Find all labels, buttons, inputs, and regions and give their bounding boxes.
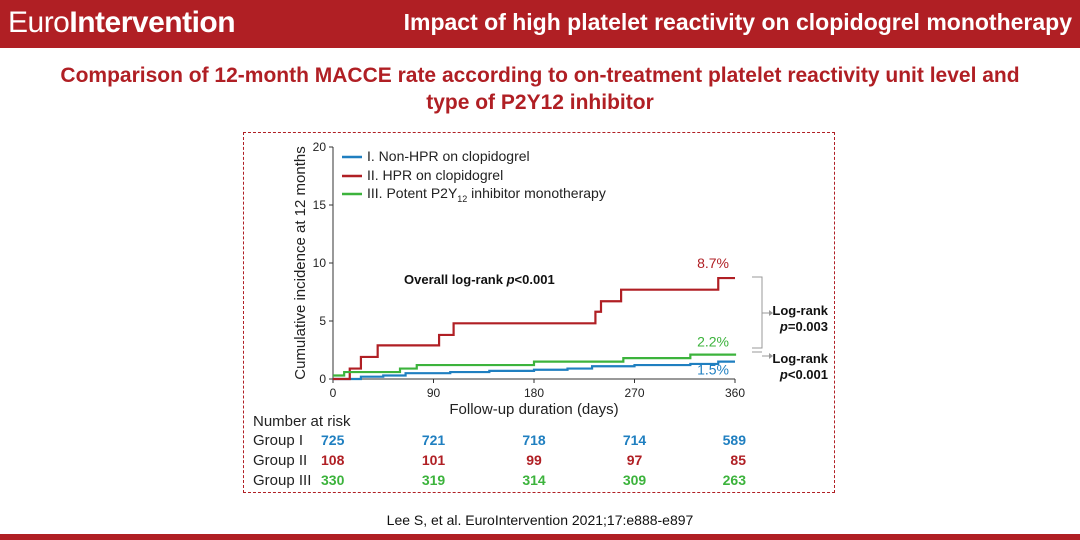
y-axis-label: Cumulative incidence at 12 months (292, 146, 309, 379)
risk-cell: 263 (723, 472, 747, 488)
risk-row-label: Group II (253, 452, 307, 469)
risk-cell: 309 (623, 472, 647, 488)
legend-label-3: III. Potent P2Y12 inhibitor monotherapy (367, 185, 606, 204)
risk-cell: 718 (522, 432, 546, 448)
risk-cell: 101 (422, 452, 446, 468)
x-tick-label: 270 (624, 386, 644, 400)
logrank-2-value: p<0.001 (779, 367, 828, 382)
risk-cell: 330 (321, 472, 345, 488)
x-tick-label: 90 (427, 386, 441, 400)
risk-cell: 108 (321, 452, 345, 468)
risk-cell: 589 (723, 432, 747, 448)
risk-cell: 97 (627, 452, 643, 468)
y-tick-label: 20 (313, 140, 327, 154)
figure-subtitle: Comparison of 12-month MACCE rate accord… (0, 62, 1080, 116)
end-label-3: 2.2% (697, 333, 729, 349)
series-line-1 (333, 360, 735, 381)
arrow-head-1 (769, 310, 773, 316)
brand-logo: EuroIntervention (8, 4, 236, 42)
logrank-1-title: Log-rank (772, 303, 828, 318)
y-tick-label: 15 (313, 198, 327, 212)
logrank-1-value: p=0.003 (779, 319, 828, 334)
risk-cell: 319 (422, 472, 446, 488)
arrow-head-2 (769, 353, 773, 359)
x-tick-label: 180 (524, 386, 544, 400)
y-tick-label: 0 (319, 372, 326, 386)
series-line-2 (333, 276, 735, 381)
brand-part2: Intervention (69, 6, 236, 39)
risk-cell: 721 (422, 432, 446, 448)
brand-part1: Euro (8, 6, 70, 39)
header-bar: EuroIntervention Impact of high platelet… (0, 0, 1080, 48)
x-axis-label: Follow-up duration (days) (449, 401, 618, 418)
chart-axes: 0 90 180 270 360 0 5 10 15 20 Follow-up duration (… (292, 140, 745, 418)
risk-cell: 99 (526, 452, 542, 468)
x-tick-label: 360 (725, 386, 745, 400)
logrank-2-title: Log-rank (772, 351, 828, 366)
figure-frame (243, 132, 835, 493)
end-label-2: 8.7% (697, 255, 729, 271)
legend-label-2: II. HPR on clopidogrel (367, 167, 503, 183)
overall-logrank-label: Overall log-rank p<0.001 (404, 272, 555, 287)
risk-table: Number at risk Group I 725 721 718 714 589 Grou… (253, 413, 746, 489)
risk-cell: 314 (522, 472, 546, 488)
legend-label-1: I. Non-HPR on clopidogrel (367, 148, 530, 164)
risk-row-label: Group I (253, 432, 303, 449)
risk-table-title: Number at risk (253, 413, 351, 430)
header-title: Impact of high platelet reactivity on cl… (403, 9, 1072, 35)
x-tick-label: 0 (330, 386, 337, 400)
y-tick-label: 10 (313, 256, 327, 270)
series-line-3 (333, 353, 737, 377)
y-tick-label: 5 (319, 314, 326, 328)
end-label-1: 1.5% (697, 362, 729, 378)
risk-cell: 714 (623, 432, 647, 448)
subtitle-line2: type of P2Y12 inhibitor (426, 91, 654, 114)
series-layer: 1.5% 8.7% 2.2% (333, 255, 737, 381)
footer-bar (0, 534, 1080, 540)
bracket-main (752, 276, 763, 349)
subtitle-line1: Comparison of 12-month MACCE rate accord… (60, 64, 1020, 87)
chart-legend: I. Non-HPR on clopidogrel II. HPR on clop… (342, 148, 606, 204)
risk-cell: 85 (730, 452, 746, 468)
risk-row-label: Group III (253, 472, 311, 489)
risk-cell: 725 (321, 432, 345, 448)
citation: Lee S, et al. EuroIntervention 2021;17:e… (386, 512, 694, 528)
chart-annotations: Overall log-rank p<0.001Log-rankp=0.003L… (404, 272, 829, 382)
